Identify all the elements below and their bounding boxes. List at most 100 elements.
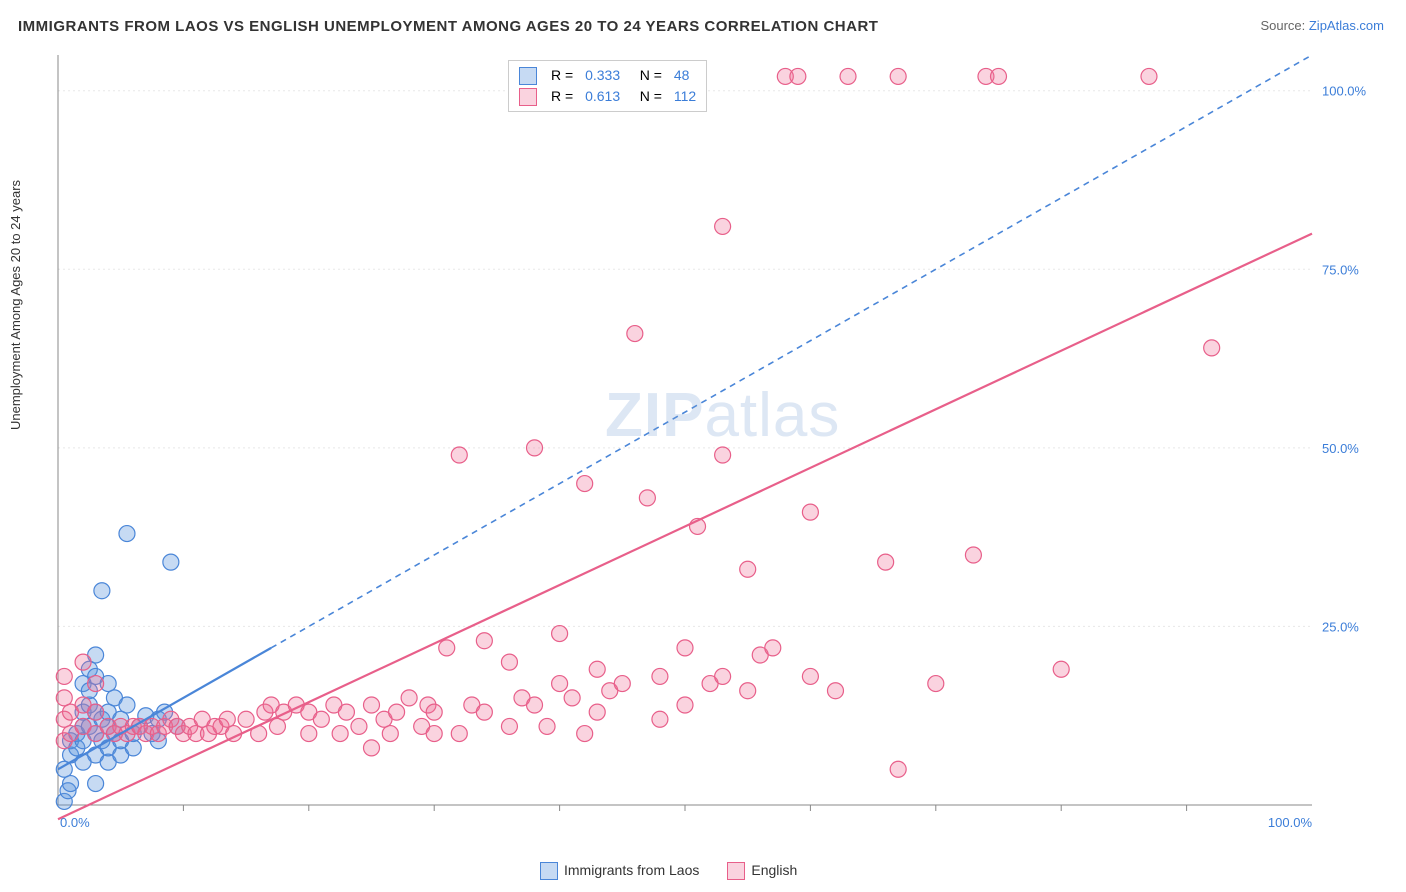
data-point <box>577 726 593 742</box>
data-point <box>501 654 517 670</box>
legend-item: Immigrants from Laos <box>540 862 699 880</box>
data-point <box>439 640 455 656</box>
data-point <box>476 704 492 720</box>
data-point <box>878 554 894 570</box>
data-point <box>163 554 179 570</box>
data-point <box>715 447 731 463</box>
data-point <box>1053 661 1069 677</box>
correlation-stats-box: R = 0.333 N = 48 R = 0.613 N = 112 <box>508 60 707 112</box>
source-citation: Source: ZipAtlas.com <box>1260 18 1384 33</box>
page-title: IMMIGRANTS FROM LAOS VS ENGLISH UNEMPLOY… <box>18 18 878 35</box>
data-point <box>88 676 104 692</box>
trend-line-dashed <box>271 55 1312 648</box>
data-point <box>364 740 380 756</box>
legend-label: Immigrants from Laos <box>564 862 699 878</box>
correlation-chart: 0.0%100.0%25.0%50.0%75.0%100.0% <box>50 45 1380 845</box>
source-prefix: Source: <box>1260 18 1308 33</box>
data-point <box>740 561 756 577</box>
data-point <box>401 690 417 706</box>
data-point <box>1141 68 1157 84</box>
data-point <box>589 704 605 720</box>
bottom-legend: Immigrants from Laos English <box>540 862 797 880</box>
data-point <box>56 668 72 684</box>
data-point <box>552 676 568 692</box>
data-point <box>426 704 442 720</box>
data-point <box>56 690 72 706</box>
data-point <box>715 668 731 684</box>
y-tick-label: 25.0% <box>1322 619 1359 634</box>
stat-n-label: N = <box>628 65 666 86</box>
data-point <box>890 68 906 84</box>
series-swatch <box>519 67 537 85</box>
data-point <box>614 676 630 692</box>
data-point <box>991 68 1007 84</box>
data-point <box>88 776 104 792</box>
data-point <box>219 711 235 727</box>
stat-r-value: 0.333 <box>585 65 620 86</box>
stat-r-label: R = <box>551 65 577 86</box>
data-point <box>382 726 398 742</box>
y-tick-label: 50.0% <box>1322 441 1359 456</box>
source-link[interactable]: ZipAtlas.com <box>1309 18 1384 33</box>
stat-r-label: R = <box>551 86 577 107</box>
x-tick-label: 100.0% <box>1268 815 1313 830</box>
legend-swatch <box>727 862 745 880</box>
data-point <box>301 726 317 742</box>
data-point <box>677 640 693 656</box>
data-point <box>88 704 104 720</box>
data-point <box>75 754 91 770</box>
legend-swatch <box>540 862 558 880</box>
data-point <box>677 697 693 713</box>
data-point <box>765 640 781 656</box>
stat-n-value: 112 <box>674 86 696 107</box>
trend-line <box>58 234 1312 820</box>
data-point <box>627 326 643 342</box>
data-point <box>652 668 668 684</box>
data-point <box>351 718 367 734</box>
data-point <box>238 711 254 727</box>
stat-n-value: 48 <box>674 65 690 86</box>
data-point <box>552 626 568 642</box>
y-tick-label: 75.0% <box>1322 262 1359 277</box>
data-point <box>965 547 981 563</box>
data-point <box>827 683 843 699</box>
y-axis-label: Unemployment Among Ages 20 to 24 years <box>8 180 23 430</box>
data-point <box>802 668 818 684</box>
data-point <box>802 504 818 520</box>
data-point <box>451 447 467 463</box>
data-point <box>652 711 668 727</box>
data-point <box>715 218 731 234</box>
data-point <box>527 440 543 456</box>
data-point <box>564 690 580 706</box>
data-point <box>119 697 135 713</box>
data-point <box>890 761 906 777</box>
data-point <box>313 711 329 727</box>
data-point <box>332 726 348 742</box>
data-point <box>63 776 79 792</box>
data-point <box>364 697 380 713</box>
data-point <box>451 726 467 742</box>
data-point <box>476 633 492 649</box>
data-point <box>94 583 110 599</box>
legend-item: English <box>727 862 797 880</box>
data-point <box>928 676 944 692</box>
stat-row: R = 0.333 N = 48 <box>519 65 696 86</box>
data-point <box>840 68 856 84</box>
data-point <box>589 661 605 677</box>
data-point <box>639 490 655 506</box>
data-point <box>740 683 756 699</box>
y-tick-label: 100.0% <box>1322 84 1367 99</box>
data-point <box>426 726 442 742</box>
data-point <box>501 718 517 734</box>
data-point <box>125 740 141 756</box>
data-point <box>389 704 405 720</box>
data-point <box>269 718 285 734</box>
data-point <box>1204 340 1220 356</box>
data-point <box>527 697 543 713</box>
stat-row: R = 0.613 N = 112 <box>519 86 696 107</box>
legend-label: English <box>751 862 797 878</box>
data-point <box>577 476 593 492</box>
data-point <box>338 704 354 720</box>
data-point <box>790 68 806 84</box>
data-point <box>75 654 91 670</box>
